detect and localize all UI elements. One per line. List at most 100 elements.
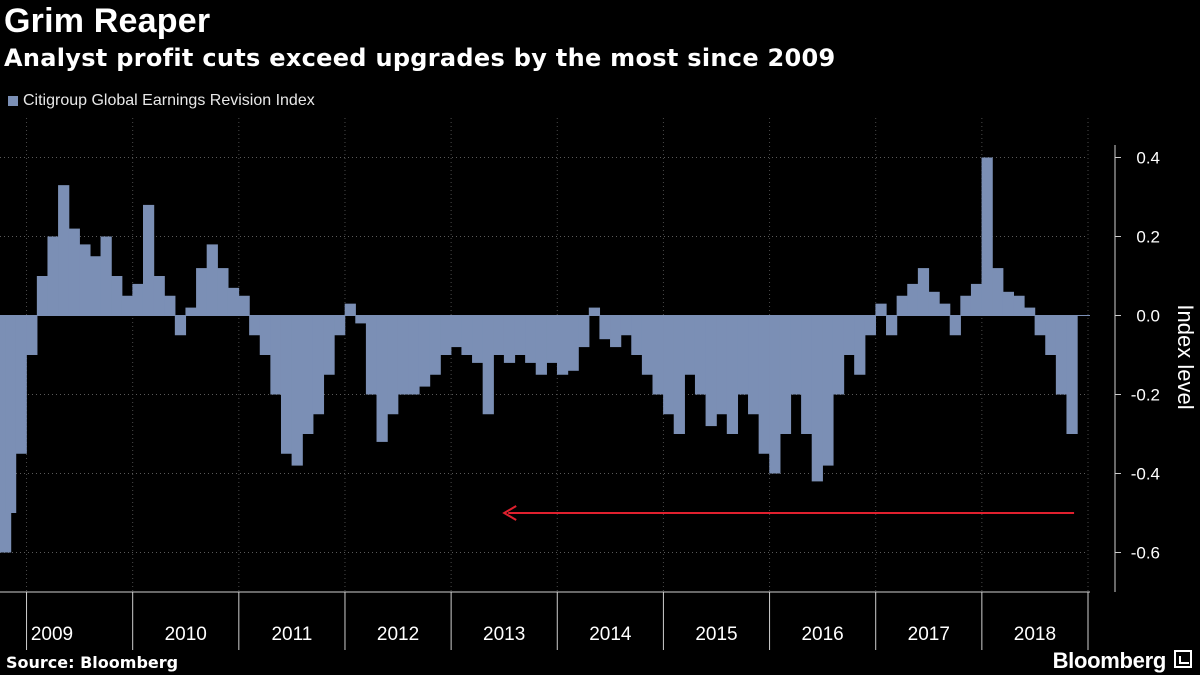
x-tick-label: 2015	[695, 624, 737, 645]
y-tick-label: 0.4	[1136, 149, 1160, 168]
bar	[1024, 307, 1036, 316]
bar	[206, 244, 218, 316]
bar	[121, 295, 133, 316]
y-tick-label: -0.6	[1131, 544, 1160, 563]
bar	[185, 307, 197, 316]
bar	[758, 315, 770, 454]
bar	[907, 283, 919, 316]
x-tick-label: 2010	[165, 624, 207, 645]
x-tick-label: 2014	[589, 624, 632, 645]
bar	[1034, 315, 1046, 336]
bar	[939, 303, 951, 316]
bar	[843, 315, 855, 355]
bar	[100, 236, 112, 316]
bar	[556, 315, 569, 375]
bar	[992, 268, 1004, 316]
chart-subtitle: Analyst profit cuts exceed upgrades by t…	[4, 44, 836, 72]
bar	[174, 315, 187, 336]
y-tick-label: -0.4	[1131, 465, 1160, 484]
bar	[15, 315, 27, 454]
bar	[641, 315, 654, 375]
bar	[535, 315, 547, 375]
bar	[546, 315, 558, 363]
bar	[811, 315, 823, 482]
bar	[5, 315, 17, 513]
bar	[684, 315, 696, 375]
bar	[429, 315, 441, 375]
bar	[249, 315, 261, 336]
bar	[418, 315, 431, 387]
y-axis-title: Index level	[1173, 304, 1198, 409]
bar	[153, 276, 165, 316]
bar	[450, 315, 463, 348]
x-tick-label: 2011	[271, 624, 312, 645]
bar	[864, 315, 877, 336]
bar	[408, 315, 420, 395]
bar	[525, 315, 537, 363]
bar	[599, 315, 611, 340]
bar	[89, 256, 102, 316]
axes: -0.6 -0.4 -0.2 0.0 0.2 0.4 2009 2010 2011 2012 201…	[0, 145, 1198, 650]
bar	[58, 185, 70, 316]
bar	[970, 283, 983, 316]
bar	[620, 315, 632, 336]
bar	[737, 315, 749, 395]
bar	[196, 268, 208, 316]
x-tick-label: 2013	[483, 624, 525, 645]
bar	[694, 315, 707, 395]
bar	[769, 315, 781, 474]
bar	[1002, 291, 1014, 316]
bar	[238, 295, 250, 316]
bar	[142, 204, 155, 316]
x-tick-label: 2017	[908, 624, 950, 645]
source-note: Source: Bloomberg	[6, 653, 179, 672]
bar	[896, 295, 908, 316]
bar	[673, 315, 685, 434]
bar	[472, 315, 484, 363]
bar	[482, 315, 494, 415]
bar	[631, 315, 643, 355]
x-tick-label: 2016	[801, 624, 843, 645]
annotation-arrow	[502, 505, 1075, 521]
bar	[1066, 315, 1078, 434]
bar	[726, 315, 739, 434]
bar	[280, 315, 293, 454]
bar	[26, 315, 38, 355]
x-tick-label: 2018	[1014, 624, 1056, 645]
y-tick-label: 0.2	[1136, 228, 1160, 247]
bar	[832, 315, 845, 395]
bar	[323, 315, 335, 375]
bar	[588, 307, 601, 316]
bar	[949, 315, 961, 336]
bar	[344, 303, 356, 316]
bar	[854, 315, 866, 375]
bar	[79, 244, 91, 316]
bar	[822, 315, 834, 466]
bar	[461, 315, 473, 355]
bar	[355, 315, 367, 324]
bar	[36, 276, 49, 316]
bar	[387, 315, 399, 415]
bar	[334, 315, 346, 336]
bar	[503, 315, 516, 363]
bar	[917, 268, 930, 316]
x-tick-label: 2012	[377, 624, 419, 645]
x-tick-label: 2009	[31, 624, 73, 645]
legend-label: Citigroup Global Earnings Revision Index	[23, 92, 315, 109]
bar	[779, 315, 792, 434]
bar	[111, 276, 123, 316]
bar-series	[0, 157, 1090, 553]
bar	[748, 315, 760, 415]
bar	[259, 315, 271, 355]
chart-icon	[1174, 650, 1192, 668]
bar	[68, 228, 80, 316]
bar	[705, 315, 717, 427]
bar	[875, 303, 887, 316]
brand-logo: Bloomberg	[1052, 648, 1167, 673]
chart-title: Grim Reaper	[4, 2, 211, 40]
bar	[47, 236, 59, 316]
bar	[302, 315, 314, 434]
legend-swatch	[8, 96, 18, 106]
bar	[663, 315, 675, 415]
